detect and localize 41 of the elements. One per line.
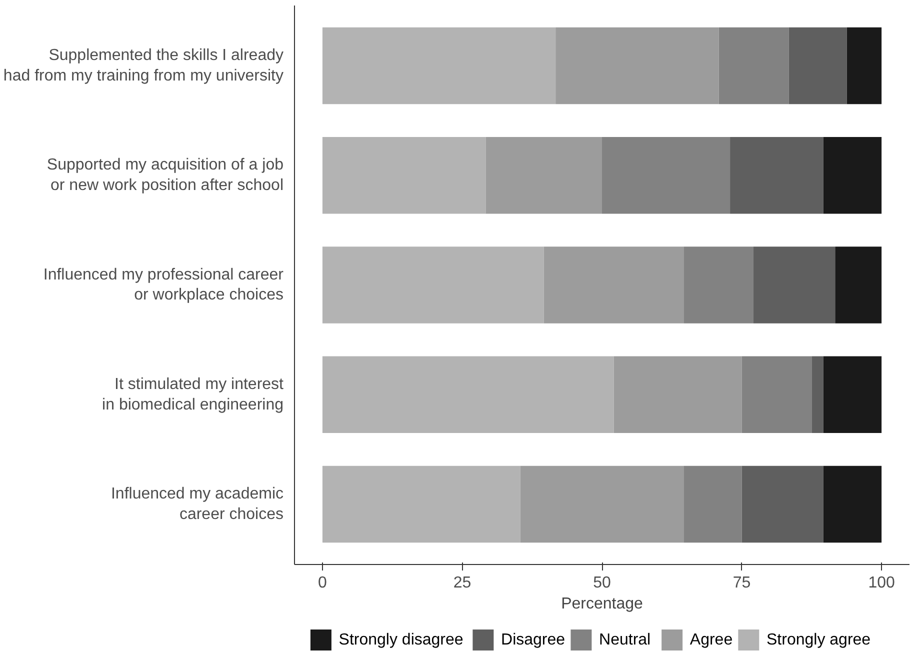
bar [602, 137, 730, 214]
bar [486, 137, 602, 214]
bar [718, 27, 789, 104]
bar [754, 246, 836, 324]
x-tick-label: 75 [732, 574, 751, 592]
bar [788, 27, 847, 104]
legend-label: Agree [690, 632, 733, 648]
y-tick-label: Supported my acquisition of a job or new work position after school [46, 156, 284, 194]
bar [823, 137, 882, 214]
x-tick-label: 0 [318, 574, 328, 592]
bar [520, 466, 684, 543]
y-tick-label: It stimulated my interest in biomedical engineering [102, 376, 284, 414]
bar [812, 356, 824, 433]
bar [322, 466, 520, 543]
bar [846, 27, 882, 104]
bar [322, 356, 614, 433]
bar [823, 466, 882, 543]
bar [742, 356, 812, 433]
x-tick-label: 50 [593, 574, 611, 592]
x-tick-label: 25 [453, 574, 472, 592]
legend-label: Strongly disagree [338, 632, 464, 648]
y-tick-label: Influenced my academic career choices [110, 486, 284, 523]
bar [730, 137, 824, 214]
bar [556, 27, 719, 104]
bar [614, 356, 742, 433]
bar [544, 246, 684, 324]
bar [742, 466, 824, 543]
x-tick-label: 100 [868, 574, 895, 592]
bar [322, 246, 544, 324]
y-tick-label: Supplemented the skills I already had from my training from my university [3, 47, 284, 84]
bar [322, 27, 556, 104]
legend-label: Strongly agree [766, 632, 871, 648]
x-axis-title: Percentage [561, 596, 644, 612]
bar [684, 466, 742, 543]
bar [684, 246, 754, 324]
y-tick-label: Influenced my professional career or workplace choices [43, 266, 284, 304]
legend-label: Disagree [501, 632, 566, 648]
bar [823, 356, 882, 433]
bar [835, 246, 882, 324]
legend-label: Neutral [599, 632, 651, 648]
bar [322, 137, 486, 214]
